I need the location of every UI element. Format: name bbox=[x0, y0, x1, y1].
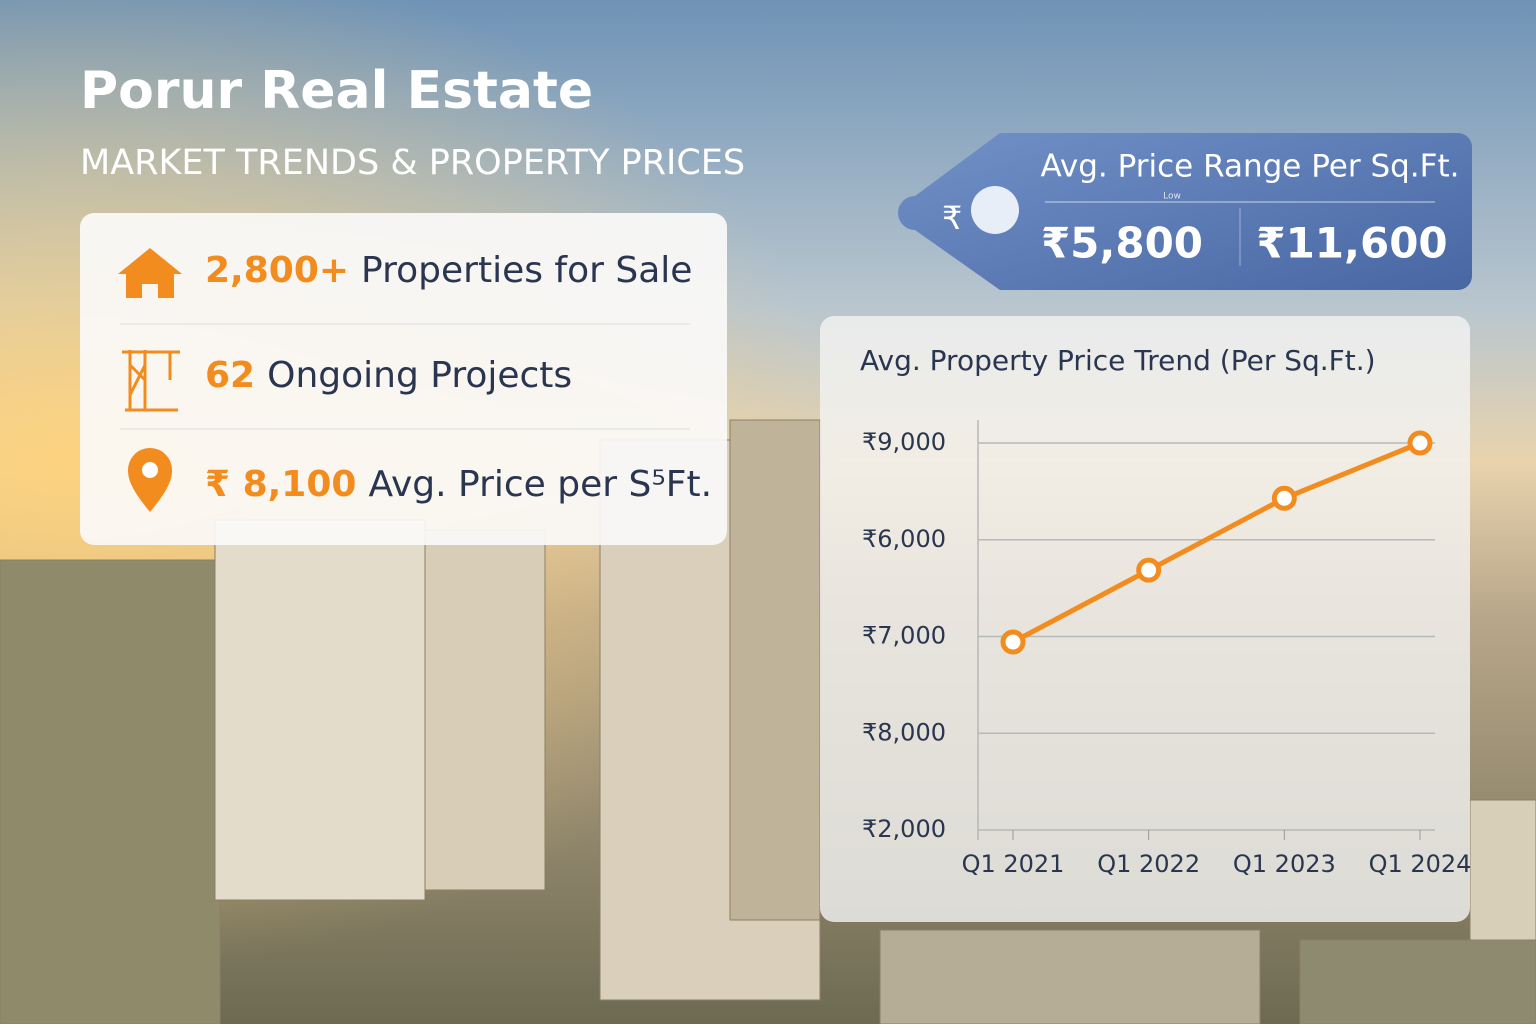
subtitle: MARKET TRENDS & PROPERTY PRICES bbox=[80, 143, 745, 183]
house-icon bbox=[118, 248, 182, 298]
rupee-icon: ₹ bbox=[942, 199, 962, 237]
title: Porur Real Estate bbox=[80, 61, 593, 121]
x-tick-label: Q1 2022 bbox=[1097, 850, 1200, 878]
point bbox=[1000, 629, 1026, 655]
point bbox=[1271, 485, 1297, 511]
point bbox=[1407, 430, 1433, 456]
city bbox=[0, 419, 1536, 1025]
price-range-title: Avg. Price Range Per Sq.Ft. bbox=[1040, 149, 1459, 185]
y-tick-label: ₹9,000 bbox=[862, 428, 946, 456]
y-tick-label: ₹2,000 bbox=[862, 815, 946, 843]
chart-card bbox=[820, 316, 1470, 922]
y-tick-label: ₹8,000 bbox=[862, 718, 946, 746]
line bbox=[1011, 440, 1421, 645]
chart-title: Avg. Property Price Trend (Per Sq.Ft.) bbox=[860, 344, 1376, 377]
stat-value: 62 bbox=[205, 355, 255, 396]
pin-icon bbox=[128, 448, 172, 512]
stat-value: 2,800+ bbox=[205, 250, 349, 291]
stat: 62 Ongoing Projects bbox=[205, 355, 572, 396]
price-high: ₹11,600 bbox=[1256, 219, 1447, 268]
pin-dot bbox=[142, 462, 158, 478]
x-tick-label: Q1 2023 bbox=[1233, 850, 1336, 878]
tag-hole bbox=[971, 186, 1019, 234]
y-tick-label: ₹6,000 bbox=[862, 525, 946, 553]
stat-label: Avg. Price per S⁵Ft. bbox=[368, 464, 712, 505]
x-tick-label: Q1 2021 bbox=[962, 850, 1065, 878]
price-low: ₹5,800 bbox=[1041, 219, 1203, 268]
stat-label: Properties for Sale bbox=[361, 250, 692, 291]
stat: ₹ 8,100 Avg. Price per S⁵Ft. bbox=[205, 464, 712, 505]
y-tick-label: ₹7,000 bbox=[862, 622, 946, 650]
stat-value: ₹ 8,100 bbox=[205, 464, 356, 505]
x-tick-label: Q1 2024 bbox=[1369, 850, 1472, 878]
price-tag bbox=[898, 133, 1472, 290]
stat-label: Ongoing Projects bbox=[267, 355, 572, 396]
point bbox=[1136, 557, 1162, 583]
crane-icon bbox=[122, 350, 180, 412]
stat: 2,800+ Properties for Sale bbox=[205, 250, 692, 291]
stats-card bbox=[80, 213, 727, 545]
price-range-note: Low bbox=[1163, 192, 1181, 202]
